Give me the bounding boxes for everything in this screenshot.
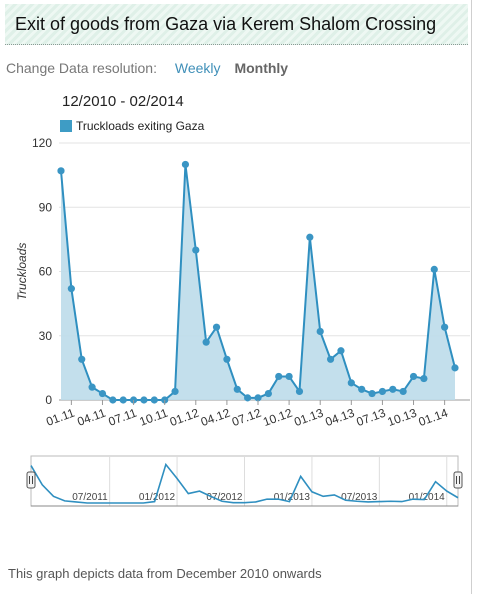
data-point[interactable] — [295, 387, 304, 396]
navigator-label: 01/2014 — [409, 492, 446, 503]
data-point[interactable] — [140, 396, 148, 404]
data-point[interactable] — [119, 396, 127, 404]
legend[interactable]: Truckloads exiting Gaza — [60, 119, 204, 133]
legend-swatch — [60, 120, 72, 132]
y-tick-label: 30 — [39, 329, 53, 343]
data-point[interactable] — [389, 385, 397, 393]
resolution-selector: Change Data resolution: Weekly Monthly — [6, 60, 288, 76]
data-point[interactable] — [67, 285, 75, 293]
x-tick-label: 01.11 — [44, 406, 76, 429]
data-point[interactable] — [316, 327, 324, 336]
data-point[interactable] — [275, 372, 283, 381]
data-point[interactable] — [368, 389, 376, 398]
footer-note: This graph depicts data from December 20… — [8, 566, 322, 581]
navigator-handle-left[interactable] — [26, 471, 36, 489]
data-point[interactable] — [98, 389, 107, 398]
data-point[interactable] — [192, 246, 200, 254]
chart-title: Exit of goods from Gaza via Kerem Shalom… — [15, 14, 437, 34]
series-line — [60, 164, 456, 401]
x-tick-label: 01.14 — [417, 406, 450, 430]
data-point[interactable] — [326, 355, 335, 363]
x-tick-label: 07.13 — [354, 406, 387, 430]
data-point[interactable] — [109, 396, 117, 404]
x-tick-label: 01.13 — [292, 406, 325, 430]
title-bar: Exit of goods from Gaza via Kerem Shalom… — [5, 4, 468, 45]
data-point[interactable] — [337, 347, 345, 355]
navigator-line — [30, 462, 459, 504]
data-point[interactable] — [285, 372, 293, 381]
x-tick-label: 10.13 — [386, 406, 419, 430]
data-point[interactable] — [233, 385, 241, 393]
data-point[interactable] — [150, 396, 158, 404]
x-tick-label: 04.12 — [199, 406, 232, 430]
data-point[interactable] — [420, 374, 428, 383]
resolution-label: Change Data resolution: — [6, 60, 157, 76]
y-tick-label: 90 — [39, 200, 53, 214]
x-tick-label: 10.11 — [138, 406, 170, 429]
x-tick-label: 10.12 — [261, 406, 294, 430]
data-point[interactable] — [78, 355, 86, 363]
data-point[interactable] — [399, 387, 407, 396]
data-point[interactable] — [451, 364, 459, 372]
x-tick-label: 01.12 — [168, 406, 201, 430]
date-range: 12/2010 - 02/2014 — [62, 93, 184, 110]
x-tick-label: 07.12 — [230, 406, 263, 430]
y-tick-label: 120 — [32, 136, 52, 150]
handle-body[interactable] — [453, 471, 463, 489]
data-point[interactable] — [212, 323, 221, 331]
x-tick-label: 07.11 — [106, 406, 138, 429]
data-point[interactable] — [409, 372, 418, 381]
data-point[interactable] — [347, 379, 355, 387]
y-tick-label: 0 — [45, 393, 52, 407]
data-point[interactable] — [181, 160, 190, 169]
legend-label: Truckloads exiting Gaza — [76, 119, 205, 133]
navigator-label: 07/2013 — [341, 492, 378, 503]
data-point[interactable] — [378, 387, 387, 396]
data-point[interactable] — [88, 383, 96, 391]
y-tick-label: 60 — [39, 265, 53, 279]
navigator-label: 07/2012 — [206, 492, 243, 503]
weekly-link[interactable]: Weekly — [174, 60, 221, 76]
data-point[interactable] — [202, 338, 210, 346]
navigator-label: 01/2012 — [139, 492, 176, 503]
data-point[interactable] — [254, 394, 262, 402]
handle-body[interactable] — [26, 471, 36, 489]
data-point[interactable] — [171, 387, 179, 396]
data-point[interactable] — [57, 167, 65, 175]
data-point[interactable] — [441, 323, 449, 331]
x-tick-label: 04.11 — [75, 406, 107, 429]
data-point[interactable] — [358, 385, 366, 393]
data-point[interactable] — [306, 233, 314, 241]
data-point[interactable] — [223, 355, 231, 363]
y-axis-label: Truckloads — [15, 243, 29, 301]
data-point[interactable] — [430, 265, 438, 273]
data-point[interactable] — [244, 394, 252, 402]
data-point[interactable] — [264, 389, 272, 398]
navigator-handle-right[interactable] — [453, 471, 463, 489]
panel-border — [471, 0, 472, 594]
monthly-link[interactable]: Monthly — [234, 60, 289, 76]
navigator-label: 07/2011 — [72, 492, 108, 503]
series-area — [61, 164, 455, 400]
x-tick-label: 04.13 — [323, 406, 356, 430]
